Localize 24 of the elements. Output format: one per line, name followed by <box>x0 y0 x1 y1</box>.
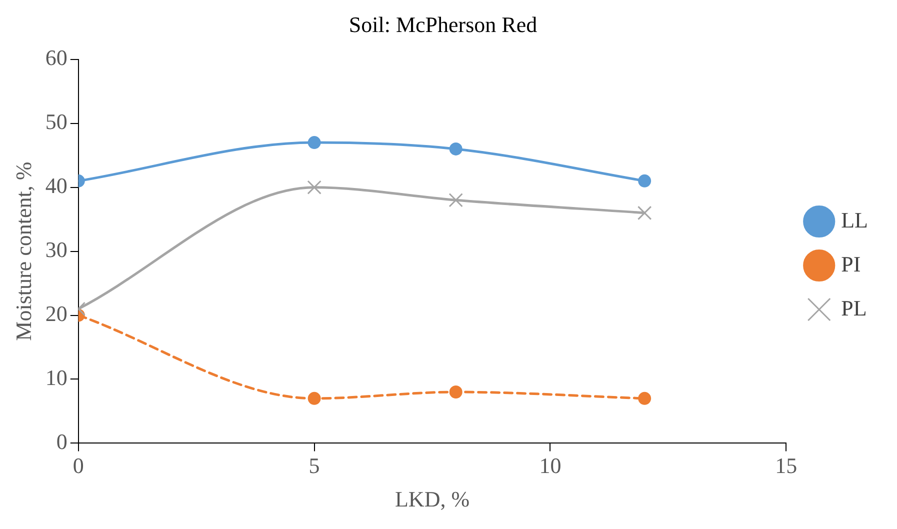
point <box>449 386 462 399</box>
chart-title: Soil: McPherson Red <box>348 12 538 37</box>
legend-label: PL <box>841 295 867 320</box>
point <box>308 136 321 150</box>
y-tick-label: 0 <box>56 428 68 454</box>
legend-label: LL <box>841 207 868 232</box>
point <box>637 206 652 220</box>
y-tick-label: 30 <box>45 237 68 262</box>
x-tick-label: 15 <box>775 453 798 478</box>
y-tick-label: 40 <box>45 173 68 198</box>
point <box>308 392 321 405</box>
y-tick-label: 60 <box>45 45 68 70</box>
y-tick-label: 10 <box>45 365 68 390</box>
point <box>449 142 462 156</box>
y-tick-label: 50 <box>45 109 68 134</box>
point <box>307 180 322 194</box>
x-tick-label: 0 <box>72 453 84 478</box>
x-axis-title: LKD, % <box>394 486 470 512</box>
x-tick-label: 5 <box>308 453 320 478</box>
legend-label: PI <box>841 251 861 276</box>
y-tick-label: 20 <box>45 301 68 326</box>
point <box>448 193 463 208</box>
x-tick-label: 10 <box>539 453 562 478</box>
y-axis-title: Moisture content, % <box>10 162 36 341</box>
